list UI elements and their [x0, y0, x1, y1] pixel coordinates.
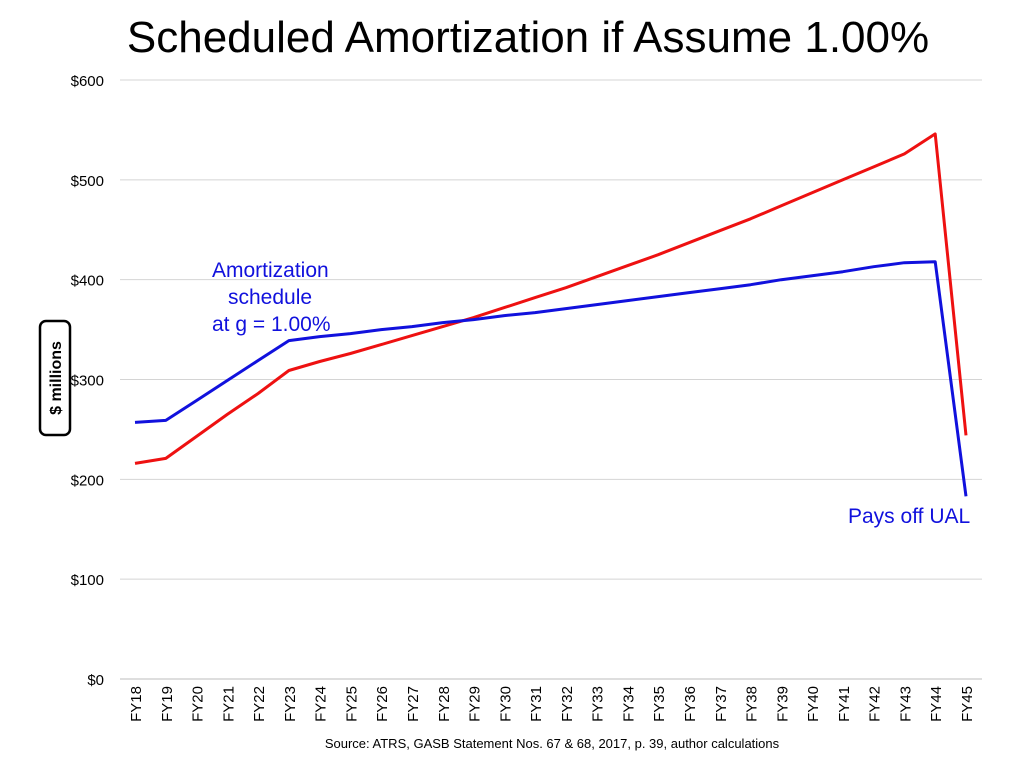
annotation-line: schedule [228, 286, 312, 309]
x-tick-label: FY44 [928, 686, 945, 722]
x-tick-label: FY24 [313, 686, 330, 722]
y-tick-label: $0 [87, 672, 104, 689]
x-tick-label: FY26 [374, 686, 391, 722]
y-axis-label-text: $ millions [48, 341, 65, 415]
y-tick-label: $400 [71, 273, 104, 290]
x-tick-label: FY19 [159, 686, 176, 722]
x-tick-label: FY40 [805, 686, 822, 722]
x-tick-label: FY37 [713, 686, 730, 722]
y-tick-label: $600 [71, 73, 104, 90]
x-tick-label: FY30 [497, 686, 514, 722]
x-tick-label: FY35 [651, 686, 668, 722]
y-axis-ticks: $0 $100 $200 $300 $400 $500 $600 [71, 73, 104, 689]
x-axis-ticks: FY18 FY19 FY20 FY21 FY22 FY23 FY24 FY25 FY26 FY27… [128, 686, 976, 722]
x-tick-label: FY41 [836, 686, 853, 722]
chart-title: Scheduled Amortization if Assume 1.00% [127, 13, 929, 62]
series-lines [134, 132, 968, 497]
x-tick-label: FY36 [682, 686, 699, 722]
y-tick-label: $300 [71, 373, 104, 390]
x-tick-label: FY42 [867, 686, 884, 722]
x-tick-label: FY34 [620, 686, 637, 722]
y-tick-label: $500 [71, 173, 104, 190]
y-tick-label: $100 [71, 572, 104, 589]
x-tick-label: FY23 [282, 686, 299, 722]
annotation-pays-off-ual: Pays off UAL [848, 505, 970, 528]
x-tick-label: FY43 [897, 686, 914, 722]
x-tick-label: FY21 [220, 686, 237, 722]
y-axis-label: $ millions [38, 319, 72, 437]
x-tick-label: FY25 [343, 686, 360, 722]
series-line-blue [134, 260, 968, 497]
x-tick-label: FY18 [128, 686, 145, 722]
x-tick-label: FY45 [959, 686, 976, 722]
annotation-line: at g = 1.00% [212, 313, 331, 336]
y-tick-label: $200 [71, 472, 104, 489]
x-tick-label: FY32 [559, 686, 576, 722]
x-tick-label: FY39 [774, 686, 791, 722]
annotation-line: Amortization [212, 259, 329, 282]
x-tick-label: FY38 [744, 686, 761, 722]
series-line-red [134, 132, 968, 465]
x-tick-label: FY33 [590, 686, 607, 722]
x-tick-label: FY31 [528, 686, 545, 722]
x-tick-label: FY27 [405, 686, 422, 722]
annotation-amortization-schedule: Amortization schedule at g = 1.00% [212, 259, 331, 336]
source-note: Source: ATRS, GASB Statement Nos. 67 & 6… [325, 736, 780, 751]
x-tick-label: FY22 [251, 686, 268, 722]
grid-lines [120, 79, 982, 680]
x-tick-label: FY28 [436, 686, 453, 722]
x-tick-label: FY29 [467, 686, 484, 722]
x-tick-label: FY20 [190, 686, 207, 722]
